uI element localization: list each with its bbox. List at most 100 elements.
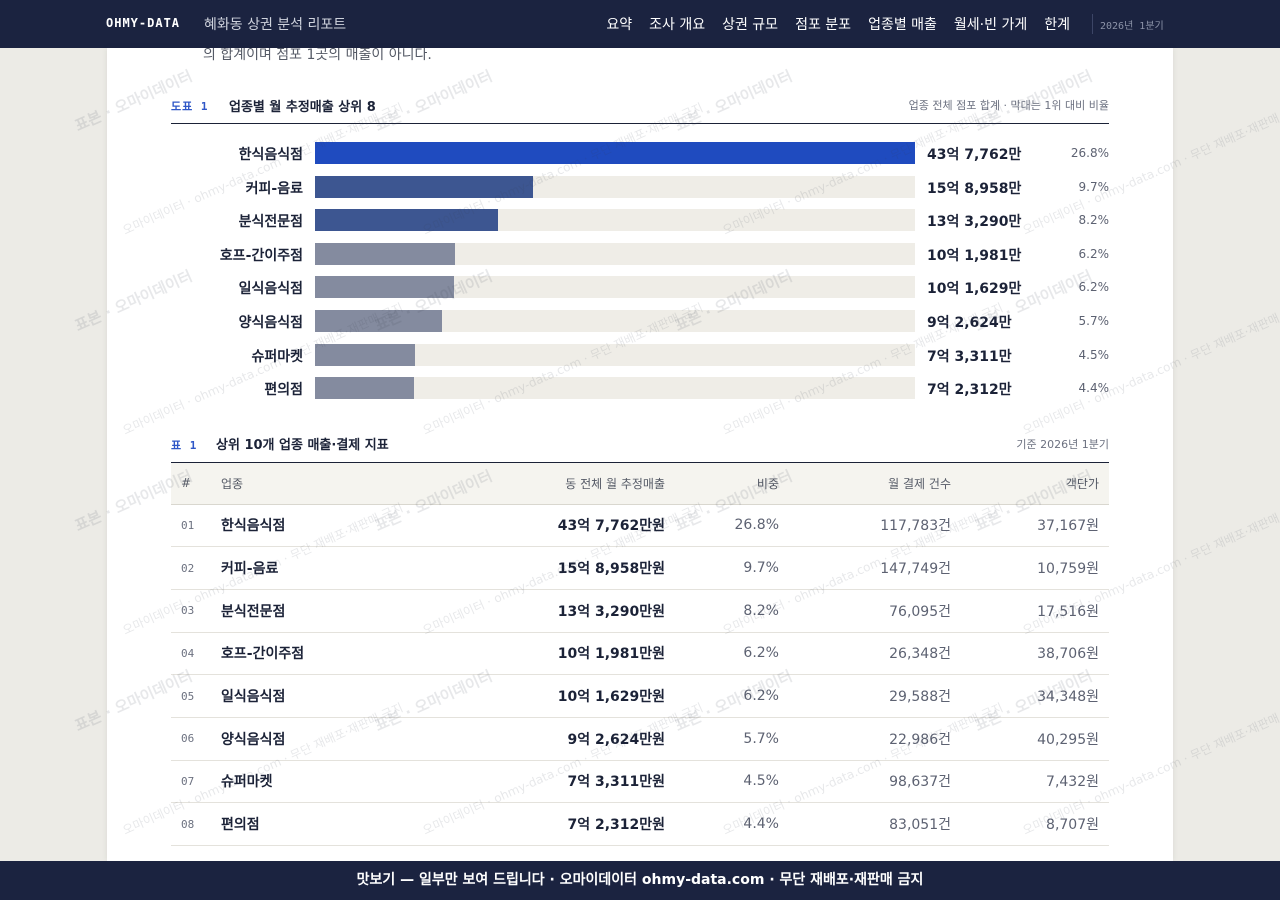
table-title: 상위 10개 업종 매출·결제 지표	[216, 438, 389, 453]
bar-share-label: 6.2%	[1078, 246, 1110, 261]
bar-value-label: 7억 3,311만	[927, 348, 1012, 365]
bar	[315, 343, 416, 366]
cell-sales: 13억 3,290만원	[401, 589, 665, 633]
table-row: 06 양식음식점 9억 2,624만원 5.7% 22,986건 40,295원	[171, 717, 1109, 761]
bar-share-label: 9.7%	[1078, 179, 1110, 194]
bar-row: 분식전문점 13억 3,290만 8.2%	[107, 209, 1173, 232]
bar	[315, 142, 915, 164]
column-header-industry: 업종	[221, 463, 401, 505]
bar-row: 커피-음료 15억 8,958만 9.7%	[107, 175, 1173, 198]
bar-category-label: 한식음식점	[238, 147, 303, 163]
cell-rank: 02	[171, 546, 221, 590]
period-label: 2026년 1분기	[1100, 21, 1164, 32]
bar-value-label: 43억 7,762만	[927, 147, 1022, 163]
nav-link-market-size[interactable]: 상권 규모	[722, 17, 779, 33]
cell-share: 8.2%	[665, 589, 779, 633]
nav-link-sales-by-industry[interactable]: 업종별 매출	[868, 17, 937, 33]
table-header-row: # 업종 동 전체 월 추정매출 비중 월 결제 건수 객단가	[171, 463, 1109, 505]
cell-industry: 편의점	[221, 802, 401, 846]
bar-track	[315, 377, 915, 400]
cell-sales: 7억 2,312만원	[401, 802, 665, 846]
nav-link-rent-vacancy[interactable]: 월세·빈 가게	[953, 17, 1028, 33]
cell-avg-spend: 10,759원	[951, 546, 1109, 590]
bar	[315, 175, 533, 198]
chart-title: 업종별 월 추정매출 상위 8	[229, 100, 376, 115]
bar-row: 호프-간이주점 10억 1,981만 6.2%	[107, 242, 1173, 265]
column-header-sales: 동 전체 월 추정매출	[401, 463, 665, 505]
cell-industry: 분식전문점	[221, 589, 401, 633]
preview-banner: 맛보기 — 일부만 보여 드립니다 · 오마이데이터 ohmy-data.com…	[0, 861, 1280, 900]
cell-share: 6.2%	[665, 632, 779, 676]
bar	[315, 209, 498, 232]
cell-payments: 29,588건	[779, 674, 951, 718]
bar-row: 일식음식점 10억 1,629만 6.2%	[107, 276, 1173, 299]
cell-avg-spend: 38,706원	[951, 632, 1109, 676]
column-header-rank: #	[171, 463, 221, 505]
bar-row: 한식음식점 43억 7,762만 26.8%	[107, 142, 1173, 164]
top-navigation-bar: OHMY-DATA 혜화동 상권 분석 리포트 요약 조사 개요 상권 규모 점…	[0, 0, 1280, 48]
bar-category-label: 일식음식점	[238, 281, 303, 298]
cell-industry: 커피-음료	[221, 546, 401, 590]
table-row: 08 편의점 7억 2,312만원 4.4% 83,051건 8,707원	[171, 802, 1109, 846]
table-row: 03 분식전문점 13억 3,290만원 8.2% 76,095건 17,516원	[171, 589, 1109, 633]
cell-avg-spend: 17,516원	[951, 589, 1109, 633]
cell-share: 9.7%	[665, 546, 779, 590]
table-note: 기준 2026년 1분기	[1016, 438, 1109, 451]
cell-payments: 76,095건	[779, 589, 951, 633]
cell-industry: 슈퍼마켓	[221, 760, 401, 804]
bar-category-label: 편의점	[264, 382, 303, 399]
bar-value-label: 7억 2,312만	[927, 382, 1012, 399]
table-row: 04 호프-간이주점 10억 1,981만원 6.2% 26,348건 38,706원	[171, 632, 1109, 676]
bar-track	[315, 175, 915, 198]
bar-category-label: 호프-간이주점	[219, 247, 303, 264]
bar	[315, 310, 442, 332]
table-row: 05 일식음식점 10억 1,629만원 6.2% 29,588건 34,348원	[171, 674, 1109, 718]
bar-row: 편의점 7억 2,312만 4.4%	[107, 377, 1173, 400]
bar-share-label: 26.8%	[1070, 146, 1109, 160]
bar-track	[315, 276, 915, 299]
cell-rank: 05	[171, 674, 221, 718]
cell-share: 6.2%	[665, 674, 779, 718]
bar-value-label: 10억 1,981만	[927, 247, 1022, 264]
chart-note: 업종 전체 점포 합계 · 막대는 1위 대비 비율	[908, 99, 1109, 112]
column-header-share: 비중	[665, 463, 779, 505]
report-card: 의 합계이며 점포 1곳의 매출이 아니다. 도표 1 업종별 월 추정매출 상…	[107, 48, 1173, 861]
table-row: 07 슈퍼마켓 7억 3,311만원 4.5% 98,637건 7,432원	[171, 760, 1109, 804]
cell-rank: 01	[171, 504, 221, 548]
figure-label: 도표 1	[171, 100, 209, 113]
nav-divider	[1092, 14, 1093, 34]
chart-header: 도표 1 업종별 월 추정매출 상위 8 업종 전체 점포 합계 · 막대는 1…	[171, 96, 1109, 124]
nav-link-summary[interactable]: 요약	[606, 17, 633, 33]
brand-logo[interactable]: OHMY-DATA	[106, 16, 181, 30]
bar-value-label: 10억 1,629만	[927, 281, 1022, 298]
cell-rank: 03	[171, 589, 221, 633]
cell-avg-spend: 7,432원	[951, 760, 1109, 804]
bar-share-label: 4.5%	[1078, 347, 1110, 362]
cell-avg-spend: 37,167원	[951, 504, 1109, 548]
bar-category-label: 분식전문점	[238, 214, 303, 231]
cell-industry: 호프-간이주점	[221, 632, 401, 676]
column-header-avg-spend: 객단가	[951, 463, 1109, 505]
nav-link-store-distribution[interactable]: 점포 분포	[795, 17, 852, 33]
cell-payments: 22,986건	[779, 717, 951, 761]
bar-row: 슈퍼마켓 7억 3,311만 4.5%	[107, 343, 1173, 366]
bar	[315, 242, 455, 265]
bar-row: 양식음식점 9억 2,624만 5.7%	[107, 310, 1173, 332]
bar-track	[315, 310, 915, 332]
bar-track	[315, 343, 915, 366]
cell-payments: 83,051건	[779, 802, 951, 846]
cell-payments: 117,783건	[779, 504, 951, 548]
column-header-payments: 월 결제 건수	[779, 463, 951, 505]
cell-share: 5.7%	[665, 717, 779, 761]
cell-share: 4.4%	[665, 802, 779, 846]
cell-avg-spend: 34,348원	[951, 674, 1109, 718]
nav-link-overview[interactable]: 조사 개요	[649, 17, 706, 33]
cell-payments: 26,348건	[779, 632, 951, 676]
bar-track	[315, 142, 915, 164]
cell-share: 26.8%	[665, 504, 779, 548]
cell-industry: 양식음식점	[221, 717, 401, 761]
bar-value-label: 9억 2,624만	[927, 315, 1012, 331]
cell-payments: 98,637건	[779, 760, 951, 804]
nav-link-limitations[interactable]: 한계	[1044, 17, 1070, 33]
table-header: 표 1 상위 10개 업종 매출·결제 지표 기준 2026년 1분기	[171, 434, 1109, 463]
